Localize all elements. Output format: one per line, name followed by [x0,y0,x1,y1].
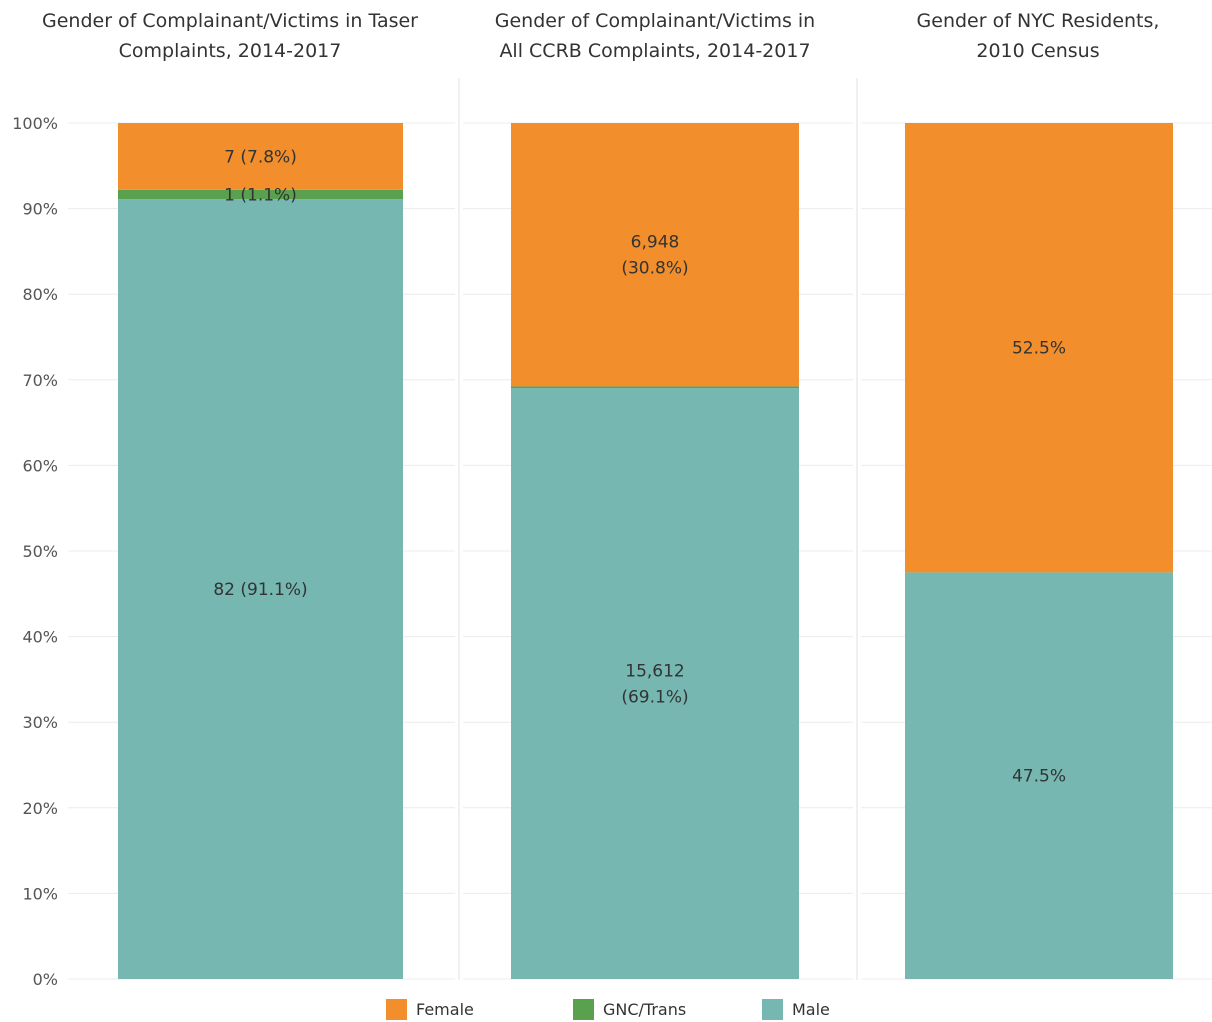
y-tick-label: 10% [22,884,58,903]
bar-segment-male [905,572,1173,979]
panel-title: Complaints, 2014-2017 [119,40,342,62]
y-tick-label: 40% [22,628,58,647]
y-tick-label: 20% [22,799,58,818]
bar-segment-female [905,123,1173,573]
data-label: 7 (7.8%) [224,147,297,167]
legend-swatch [573,999,594,1020]
bar-segment-female [118,123,403,190]
data-label: 82 (91.1%) [213,580,307,600]
y-tick-label: 80% [22,285,58,304]
panel-title: Gender of Complainant/Victims in Taser [42,10,418,32]
data-label: 6,948 [631,233,680,253]
bar-segment-gnc-trans [118,189,403,200]
panel-titles: Gender of Complainant/Victims in Taser Co… [42,10,1159,62]
y-tick-label: 70% [22,371,58,390]
data-label: 1 (1.1%) [224,185,297,205]
y-tick-label: 30% [22,713,58,732]
data-label: (69.1%) [621,688,688,708]
legend-label: Male [792,1000,830,1019]
bar-segment-male [118,199,403,979]
panel-title: All CCRB Complaints, 2014-2017 [499,40,810,62]
panel-title: Gender of Complainant/Victims in [495,10,815,32]
y-tick-label: 0% [33,970,58,989]
bar-segment-male [511,388,799,979]
y-tick-label: 60% [22,456,58,475]
panel-dividers [458,78,858,980]
data-label: 52.5% [1012,339,1066,359]
panel-title: Gender of NYC Residents, [917,10,1160,32]
legend-swatch [762,999,783,1020]
legend-label: Female [416,1000,474,1019]
bar-segment-gnc-trans [511,386,799,389]
bars [118,123,1173,979]
y-axis: 0% 10% 20% 30% 40% 50% 60% 70% 80% 90% 100% [12,114,58,989]
legend: Female GNC/Trans Male [386,999,830,1020]
data-label: 15,612 [625,662,684,682]
y-tick-label: 50% [22,542,58,561]
panel-title: 2010 Census [976,40,1099,62]
y-tick-label: 90% [22,200,58,219]
data-label: 47.5% [1012,767,1066,787]
legend-swatch [386,999,407,1020]
legend-label: GNC/Trans [603,1000,686,1019]
y-tick-label: 100% [12,114,58,133]
data-label: (30.8%) [621,259,688,279]
bar-segment-female [511,123,799,387]
data-labels: 82 (91.1%) 1 (1.1%) 7 (7.8%) 15,612 (69.1%) 6… [213,147,1066,786]
